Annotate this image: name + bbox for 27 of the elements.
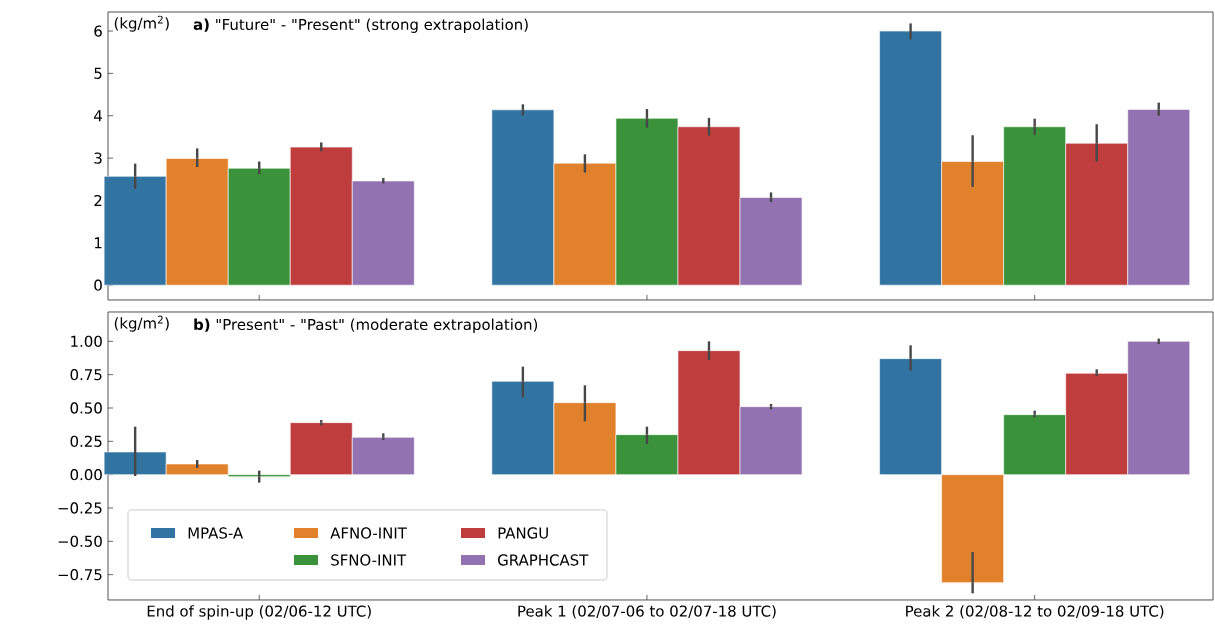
y-tick-label: 0 (94, 279, 102, 291)
x-tick-label: Peak 1 (02/07-06 to 02/07-18 UTC) (518, 605, 776, 619)
y-axis-title: (kg/m$^{2}$) (114, 15, 169, 32)
y-tick-label: 3 (94, 152, 102, 164)
y-tick-label: 2 (94, 194, 102, 206)
y-tick-label: −0.25 (58, 502, 102, 514)
y-tick-label: 0.25 (70, 435, 102, 447)
y-tick-label: 0.50 (70, 402, 102, 414)
y-axis-title: (kg/m$^{2}$) (114, 315, 169, 332)
y-tick-label: 0.75 (70, 369, 102, 381)
y-tick-label: 1 (94, 237, 102, 249)
y-tick-label: 5 (94, 67, 102, 79)
y-tick-label: 6 (94, 25, 102, 37)
legend-label: GRAPHCAST (498, 554, 589, 566)
y-tick-label: 1.00 (71, 335, 102, 347)
legend-label: PANGU (498, 527, 548, 539)
legend-label: MPAS-A (188, 527, 244, 539)
chart-title: b) "Present" - "Past" (moderate extrapolation) (194, 318, 538, 333)
y-tick-label: −0.75 (58, 569, 102, 581)
y-tick-label: 4 (94, 110, 102, 122)
x-tick-label: End of spin-up (02/06-12 UTC) (147, 605, 371, 620)
legend-label: SFNO-INIT (331, 554, 407, 566)
chart-title: a) "Future" - "Present" (strong extrapolation) (193, 18, 528, 33)
y-tick-label: −0.50 (58, 535, 102, 547)
legend-label: AFNO-INIT (330, 527, 407, 539)
y-tick-label: 0.00 (70, 469, 102, 481)
x-tick-label: Peak 2 (02/08-12 to 02/09-18 UTC) (906, 605, 1164, 619)
